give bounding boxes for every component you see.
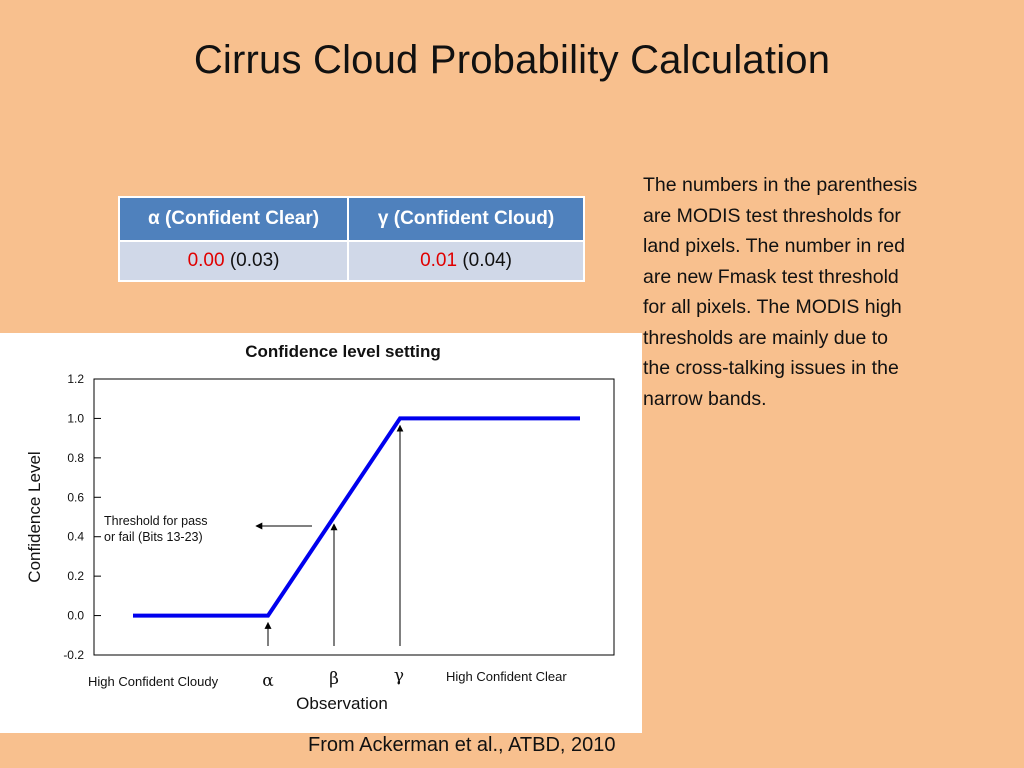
table-header-alpha: α (Confident Clear)	[117, 196, 350, 242]
y-tick-label: 0.0	[67, 609, 84, 623]
table-cell-alpha: 0.00 (0.03)	[117, 240, 350, 282]
confidence-chart: Confidence level setting 1.2 1.0 0.8 0.6 0.4…	[0, 333, 642, 733]
y-tick-label: 0.8	[67, 451, 84, 465]
x-label-high-confident-clear: High Confident Clear	[446, 669, 567, 684]
note-line: for all pixels. The MODIS high	[643, 296, 902, 318]
x-label-beta: β	[329, 669, 339, 689]
chart-title: Confidence level setting	[245, 342, 441, 361]
note-line: are MODIS test thresholds for	[643, 204, 901, 227]
y-axis: 1.2 1.0 0.8 0.6 0.4 0.2 0.0 -0.2	[63, 372, 101, 662]
alpha-new-value: 0.00	[187, 250, 225, 271]
table-cell-gamma: 0.01 (0.04)	[347, 240, 585, 282]
slide-title: Cirrus Cloud Probability Calculation	[193, 38, 831, 82]
y-tick-label: 0.4	[67, 530, 84, 544]
y-tick-label: 1.0	[67, 411, 84, 425]
y-tick-label: -0.2	[63, 648, 84, 662]
chart-svg: Confidence level setting 1.2 1.0 0.8 0.6 0.4…	[25, 342, 615, 713]
marker-arrows	[264, 424, 404, 646]
threshold-annotation: Threshold for pass or fail (Bits 13-23)	[104, 514, 312, 544]
note-line: thresholds are mainly due to	[643, 326, 888, 349]
note-line: land pixels. The number in red	[643, 235, 905, 257]
annotation-line: or fail (Bits 13-23)	[104, 530, 203, 544]
note-line: narrow bands.	[643, 387, 767, 410]
y-axis-label: Confidence Level	[25, 451, 44, 582]
y-tick-label: 0.2	[67, 569, 84, 583]
plot-frame	[93, 378, 615, 656]
x-axis-label: Observation	[296, 694, 388, 713]
confidence-series-line	[133, 416, 580, 618]
alpha-modis-value: (0.03)	[229, 250, 280, 271]
x-label-alpha: α	[262, 671, 274, 691]
note-line: The numbers in the parenthesis	[643, 174, 918, 196]
y-tick-label: 1.2	[67, 372, 84, 386]
explanation-note: The numbers in the parenthesis are MODIS…	[643, 170, 983, 414]
gamma-modis-value: (0.04)	[462, 250, 512, 271]
source-credit: From Ackerman et al., ATBD, 2010	[308, 734, 616, 756]
gamma-new-value: 0.01	[420, 250, 458, 271]
table-header-row: α (Confident Clear) γ (Confident Cloud)	[117, 196, 585, 242]
table-row: 0.00 (0.03) 0.01 (0.04)	[117, 240, 585, 282]
x-label-high-confident-cloudy: High Confident Cloudy	[88, 674, 219, 689]
note-line: are new Fmask test threshold	[643, 265, 899, 288]
threshold-table: α (Confident Clear) γ (Confident Cloud) …	[117, 196, 585, 282]
annotation-line: Threshold for pass	[104, 514, 208, 528]
table-header-gamma: γ (Confident Cloud)	[347, 196, 585, 242]
x-label-gamma: γ	[394, 666, 404, 686]
note-line: the cross-talking issues in the	[643, 357, 899, 379]
y-tick-label: 0.6	[67, 490, 84, 504]
